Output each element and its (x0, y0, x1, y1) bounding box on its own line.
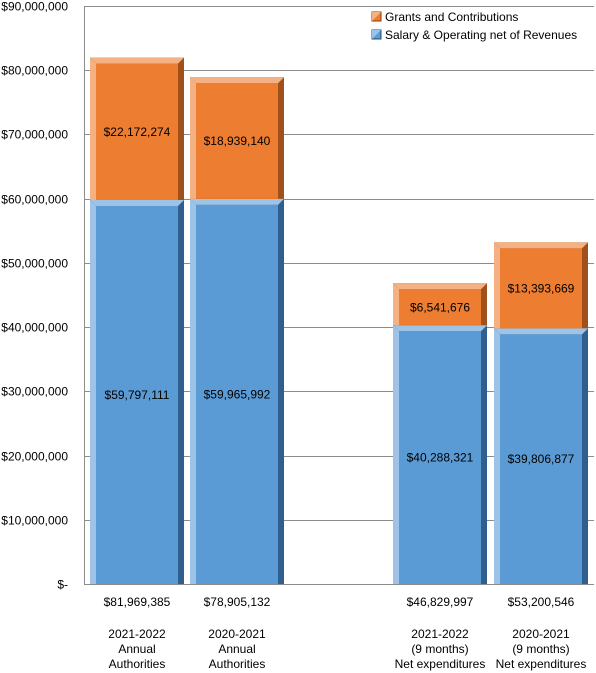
bar-value-label: $39,806,877 (508, 452, 575, 466)
y-tick-label: $50,000,000 (1, 257, 68, 271)
legend-swatch-highlight (372, 12, 381, 21)
bar-front (196, 204, 278, 584)
y-tick-label: $40,000,000 (1, 321, 68, 335)
legend-entry: Grants and Contributions (371, 10, 518, 24)
y-tick-label: $60,000,000 (1, 193, 68, 207)
category-label: Annual (218, 642, 255, 656)
total-label: $53,200,546 (508, 595, 575, 609)
bar-left-bevel (190, 198, 196, 584)
category-label: Authorities (109, 657, 166, 671)
bar-left-bevel (393, 325, 399, 584)
bar-value-label: $40,288,321 (407, 451, 474, 465)
bar-value-label: $22,172,274 (104, 125, 171, 139)
bar-front (96, 205, 178, 584)
y-axis: $- $10,000,000 $20,000,000 $30,000,000 $40,0… (1, 0, 85, 592)
bar-top-bevel (393, 283, 487, 290)
y-tick-label: $80,000,000 (1, 64, 68, 78)
bar-value-label: $59,965,992 (204, 387, 271, 401)
y-tick-label: $30,000,000 (1, 385, 68, 399)
category-label: Net expenditures (395, 657, 486, 671)
bar-front (399, 331, 481, 584)
bar-value-label: $18,939,140 (204, 134, 271, 148)
bar-value-label: $59,797,111 (105, 388, 170, 402)
bar-left-bevel (190, 77, 196, 199)
category-label: 2021-2022 (108, 627, 166, 641)
bar-left-bevel (393, 283, 399, 326)
category-label: 2020-2021 (208, 627, 266, 641)
category-label: (9 months) (512, 642, 569, 656)
y-tick-label: $10,000,000 (1, 514, 68, 528)
bar-segment: $39,806,877 (494, 328, 588, 584)
bar-value-label: $6,541,676 (410, 300, 470, 314)
total-label: $78,905,132 (204, 595, 271, 609)
bar-segment: $6,541,676 (393, 283, 487, 326)
bar-top-bevel (190, 198, 284, 205)
category-label: (9 months) (411, 642, 468, 656)
legend: Grants and Contributions Salary & Operati… (371, 10, 577, 42)
legend-label: Salary & Operating net of Revenues (385, 28, 577, 42)
bar-segment: $13,393,669 (494, 242, 588, 329)
bar-top-bevel (90, 57, 184, 64)
legend-entry: Salary & Operating net of Revenues (371, 28, 577, 42)
bars: $59,797,111 $22,172,274 $59,965,992 $18,939… (90, 57, 588, 584)
bar-left-bevel (90, 57, 96, 200)
category-label: 2021-2022 (411, 627, 469, 641)
bar-left-bevel (90, 199, 96, 584)
y-tick-label: $20,000,000 (1, 450, 68, 464)
bar-left-bevel (494, 328, 500, 584)
bar-segment: $22,172,274 (90, 57, 184, 200)
y-tick-label: $70,000,000 (1, 128, 68, 142)
y-tick-label: $90,000,000 (1, 0, 68, 14)
bar-segment: $40,288,321 (393, 325, 487, 584)
category-label: 2020-2021 (512, 627, 570, 641)
bar-front (399, 289, 481, 326)
category-label: Annual (118, 642, 155, 656)
bar-top-bevel (494, 242, 588, 249)
bar-segment: $59,965,992 (190, 198, 284, 584)
bar-front (500, 334, 582, 584)
bar-top-bevel (393, 325, 487, 332)
category-label: Authorities (209, 657, 266, 671)
x-axis-labels: $81,969,3852021-2022AnnualAuthorities$78… (104, 595, 587, 671)
bar-top-bevel (90, 199, 184, 206)
category-label: Net expenditures (496, 657, 587, 671)
bar-segment: $59,797,111 (90, 199, 184, 584)
legend-swatch-highlight (372, 30, 381, 39)
bar-front (96, 63, 178, 200)
y-tick-label: $- (57, 578, 68, 592)
bar-front (196, 83, 278, 199)
bar-front (500, 248, 582, 329)
bar-top-bevel (190, 77, 284, 84)
bar-top-bevel (494, 328, 588, 335)
legend-label: Grants and Contributions (385, 10, 518, 24)
bar-value-label: $13,393,669 (508, 281, 575, 295)
bar-left-bevel (494, 242, 500, 329)
total-label: $46,829,997 (407, 595, 474, 609)
bar-segment: $18,939,140 (190, 77, 284, 199)
total-label: $81,969,385 (104, 595, 171, 609)
